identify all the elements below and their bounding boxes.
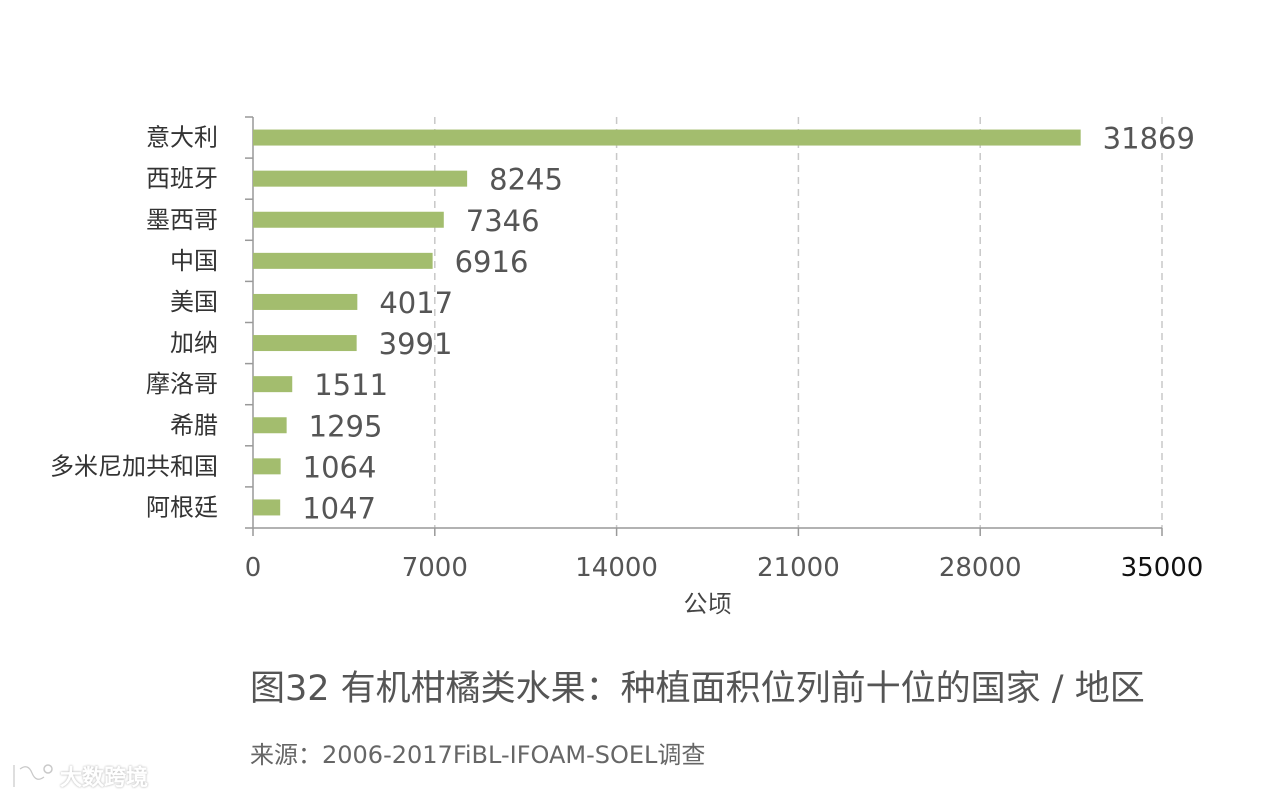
bar <box>253 170 468 187</box>
data-label: 1047 <box>302 491 376 525</box>
data-label: 4017 <box>379 286 453 320</box>
x-tick-label: 21000 <box>757 553 840 583</box>
category-label: 摩洛哥 <box>146 370 218 398</box>
bar <box>253 129 1081 146</box>
category-label: 加纳 <box>170 329 218 357</box>
category-label: 阿根廷 <box>146 493 218 521</box>
category-label: 希腊 <box>170 411 218 439</box>
data-label: 8245 <box>489 163 563 197</box>
x-tick-label: 28000 <box>939 553 1022 583</box>
source-note: 来源：2006-2017FiBL-IFOAM-SOEL调查 <box>250 741 706 769</box>
data-label: 1064 <box>303 450 377 484</box>
data-label: 1511 <box>314 368 388 402</box>
data-label: 31869 <box>1103 122 1195 156</box>
bar <box>253 211 444 228</box>
bar <box>253 293 358 310</box>
watermark-text: 大数跨境 <box>60 766 149 791</box>
x-tick-label: 0 <box>245 553 262 583</box>
bar <box>253 335 357 352</box>
category-label: 中国 <box>170 247 218 275</box>
x-axis-title: 公顷 <box>684 590 732 618</box>
category-label: 意大利 <box>146 124 218 152</box>
data-label: 3991 <box>379 327 453 361</box>
category-label: 西班牙 <box>146 165 218 193</box>
x-tick-label: 14000 <box>575 553 658 583</box>
bar <box>253 252 433 269</box>
watermark-logo-icon <box>12 764 53 787</box>
data-label: 6916 <box>455 245 529 279</box>
bar <box>253 499 281 516</box>
category-label: 墨西哥 <box>146 206 218 234</box>
bar-chart: 意大利 31869 西班牙 8245 墨西哥 7346 中国 6916 美国 4017 加纳 3991… <box>50 116 1204 618</box>
bar <box>253 458 281 475</box>
x-tick-label: 7000 <box>402 553 468 583</box>
bar <box>253 376 293 393</box>
watermark: 大数跨境 <box>8 760 148 792</box>
x-tick-label: 35000 <box>1121 553 1204 583</box>
category-label: 多米尼加共和国 <box>50 452 218 480</box>
category-label: 美国 <box>170 288 218 316</box>
data-label: 1295 <box>309 409 383 443</box>
bar <box>253 417 287 434</box>
data-label: 7346 <box>466 204 540 238</box>
figure-caption: 图32 有机柑橘类水果：种植面积位列前十位的国家 / 地区 <box>250 669 1145 709</box>
